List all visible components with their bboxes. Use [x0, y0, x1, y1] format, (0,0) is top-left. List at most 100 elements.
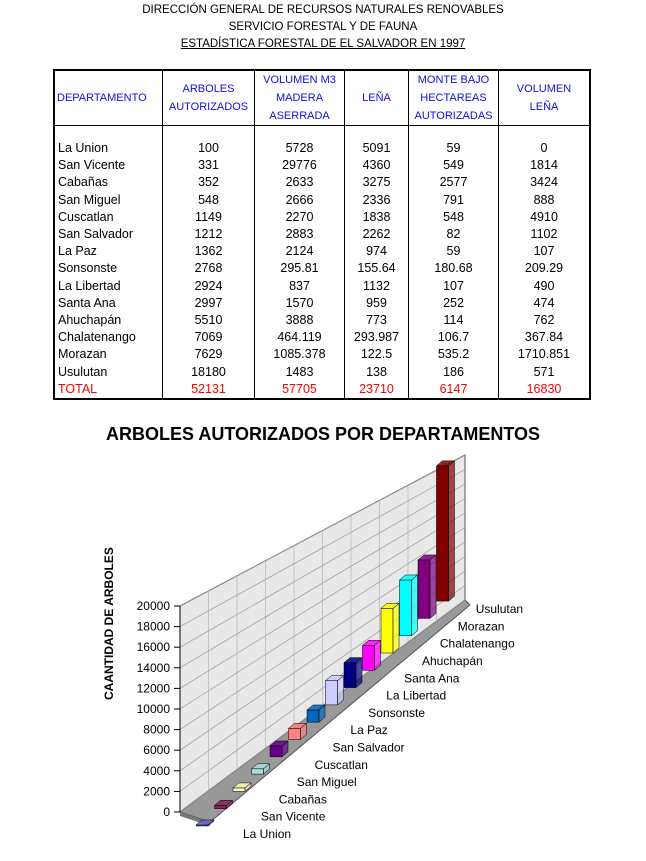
category-label: La Paz	[350, 723, 387, 737]
value-cell: 6147	[408, 380, 499, 400]
category-label: Santa Ana	[404, 671, 460, 685]
value-cell: 464.119	[254, 329, 345, 347]
bar-top	[306, 704, 326, 711]
value-cell: 1102	[498, 226, 591, 244]
department-cell: San Miguel	[54, 191, 163, 209]
value-cell: 5510	[162, 312, 255, 330]
bar-front	[288, 728, 301, 740]
value-cell: 5091	[344, 140, 409, 158]
table-row: Chalatenango 7069 464.119 293.987 106.7 367.8…	[54, 329, 591, 347]
column-header-line: VOLUMEN M3	[263, 74, 336, 86]
value-cell: 5728	[254, 140, 345, 158]
table-row: San Miguel 548 2666 2336 791 888	[54, 191, 591, 209]
value-cell: 791	[408, 191, 499, 209]
column-header-line: ARBOLES	[182, 83, 235, 95]
bar-front	[343, 662, 357, 688]
department-cell: La Paz	[54, 243, 163, 261]
category-label: Ahuchapán	[422, 654, 483, 668]
header-line2: SERVICIO FORESTAL Y DE FAUNA	[228, 21, 418, 33]
value-cell: 1132	[344, 277, 409, 295]
department-cell: La Union	[54, 140, 163, 158]
value-cell: 4910	[498, 208, 591, 227]
column-header: DEPARTAMENTO	[54, 70, 163, 126]
value-cell: 352	[162, 174, 255, 192]
column-header-line: MONTE BAJO	[417, 74, 490, 86]
value-cell: 1710.851	[498, 346, 591, 364]
y-tick-label: 16000	[137, 640, 171, 654]
department-cell: San Salvador	[54, 226, 163, 244]
department-cell: Ahuchapán	[54, 312, 163, 330]
bar-top	[398, 574, 419, 581]
department-cell: Chalatenango	[54, 329, 163, 347]
value-cell: 3275	[344, 174, 409, 192]
category-label: Morazan	[458, 619, 505, 633]
y-tick-label: 12000	[137, 681, 171, 695]
table-row: La Paz 1362 2124 974 59 107	[54, 243, 591, 261]
column-header-line: DEPARTAMENTO	[57, 92, 147, 104]
bar-front	[325, 680, 338, 706]
table-row: Usulutan 18180 1483 138 186 571	[54, 363, 591, 381]
value-cell: 3424	[498, 174, 591, 192]
table-row: San Salvador 1212 2883 2262 82 1102	[54, 226, 591, 244]
value-cell: 59	[408, 140, 499, 158]
total-row: TOTAL 52131 57705 23710 6147 16830	[54, 380, 591, 400]
bar-side	[448, 460, 455, 602]
bar-top	[343, 657, 363, 663]
value-cell: 252	[408, 294, 499, 313]
value-cell: 331	[162, 157, 255, 175]
department-cell: Santa Ana	[54, 294, 163, 313]
value-cell: 209.29	[498, 260, 591, 278]
value-cell: 18180	[162, 363, 255, 381]
value-cell: 2997	[162, 294, 255, 313]
value-cell: 106.7	[408, 329, 499, 347]
department-cell: Cabañas	[54, 174, 163, 192]
value-cell: 773	[344, 312, 409, 330]
value-cell: 52131	[162, 380, 255, 400]
value-cell: 4360	[344, 157, 409, 175]
value-cell: 180.68	[408, 260, 499, 278]
department-cell: Morazan	[54, 346, 163, 364]
bar-front	[251, 768, 264, 775]
column-header-line: AUTORIZADOS	[168, 101, 249, 113]
value-cell: 82	[408, 226, 499, 244]
value-cell: 29776	[254, 157, 345, 175]
value-cell: 959	[344, 294, 409, 313]
chart-title: ARBOLES AUTORIZADOS POR DEPARTAMENTOS	[105, 424, 541, 444]
y-tick-label: 0	[163, 805, 170, 819]
column-header: ARBOLES AUTORIZADOS	[162, 70, 255, 126]
value-cell: 7069	[162, 329, 255, 347]
y-tick-label: 18000	[137, 620, 171, 634]
value-cell: 7629	[162, 346, 255, 364]
column-header: MONTE BAJO HECTAREAS AUTORIZADAS	[408, 70, 499, 126]
bar-top	[361, 640, 382, 646]
y-tick-label: 6000	[143, 743, 170, 757]
bar-top	[380, 603, 400, 609]
bar-top	[232, 782, 252, 789]
table-row: La Libertad 2924 837 1132 107 490	[54, 277, 591, 295]
column-header-line: LEÑA	[362, 92, 391, 104]
value-cell: 571	[498, 363, 591, 381]
table-row: Sonsonste 2768 295.81 155.64 180.68 209.29	[54, 260, 591, 278]
forest-statistics-table: DEPARTAMENTO ARBOLES AUTORIZADOS VOLUMEN M3…	[53, 69, 591, 401]
bar-side	[392, 602, 400, 654]
category-label: San Miguel	[297, 775, 357, 789]
bar-front	[380, 608, 394, 654]
value-cell: 1362	[162, 243, 255, 261]
value-cell: 535.2	[408, 346, 499, 364]
bar-side	[411, 574, 418, 637]
column-header-line: AUTORIZADAS	[414, 110, 493, 122]
category-label: Cuscatlan	[315, 758, 368, 772]
value-cell: 57705	[254, 380, 345, 400]
value-cell: 2336	[344, 191, 409, 209]
category-label: Sonsonste	[368, 706, 425, 720]
value-cell: 2262	[344, 226, 409, 244]
bar-top	[269, 740, 289, 747]
y-tick-label: 4000	[143, 764, 170, 778]
y-tick-label: 14000	[137, 661, 171, 675]
value-cell: 59	[408, 243, 499, 261]
bar-top	[287, 723, 308, 729]
bar-top	[324, 675, 345, 681]
value-cell: 1838	[344, 208, 409, 227]
